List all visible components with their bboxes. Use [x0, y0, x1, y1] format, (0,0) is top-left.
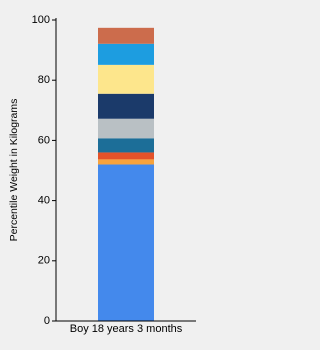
x-tick-label: Boy 18 years 3 months	[70, 323, 183, 335]
bar-segment	[98, 93, 154, 119]
bar-segment	[98, 138, 154, 153]
bar-segment	[98, 152, 154, 160]
y-tick-label: 60	[38, 134, 50, 146]
y-tick-label: 80	[38, 74, 50, 86]
bar-segment	[98, 159, 154, 165]
bar-segment	[98, 64, 154, 94]
y-tick-label: 0	[44, 315, 50, 327]
bar-segment	[98, 27, 154, 44]
bar-segment	[98, 164, 154, 321]
chart: Percentile Weight in Kilograms 0 20 40 60 80…	[7, 13, 196, 335]
y-tick-label: 20	[38, 255, 50, 267]
y-tick-label: 40	[38, 195, 50, 207]
bar-segment	[98, 43, 154, 65]
bar-segment	[98, 118, 154, 139]
y-tick-label: 100	[32, 14, 50, 26]
y-axis-label: Percentile Weight in Kilograms	[8, 99, 20, 242]
